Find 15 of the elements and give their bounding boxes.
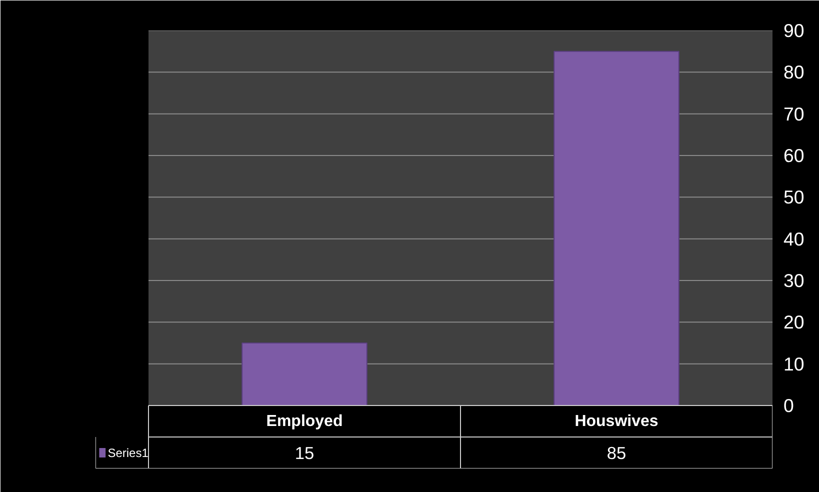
y-tick-label: 40 [784, 228, 804, 250]
y-tick-label: 30 [784, 270, 804, 291]
legend-label: Series1 [108, 446, 149, 460]
y-tick-label: 0 [784, 395, 794, 416]
data-label: 85 [606, 442, 626, 463]
y-tick-label: 50 [784, 186, 804, 208]
y-tick-label: 60 [784, 145, 804, 166]
y-tick-label: 20 [784, 312, 804, 333]
data-label: 15 [294, 442, 314, 463]
x-tick-label: Houswives [574, 412, 658, 430]
y-tick-label: 80 [784, 62, 804, 83]
y-tick-label: 70 [784, 103, 804, 124]
x-tick-label: Employed [266, 412, 343, 430]
y-tick-label: 90 [784, 20, 804, 41]
y-tick-label: 10 [784, 353, 804, 374]
